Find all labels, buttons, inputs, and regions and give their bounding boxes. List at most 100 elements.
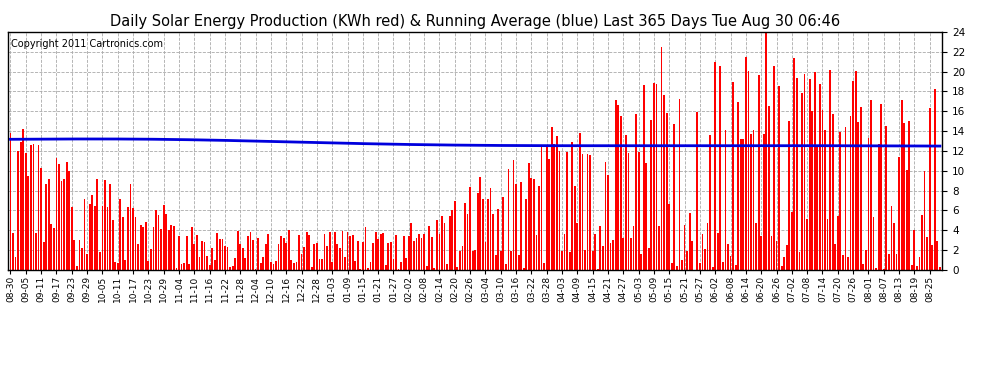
Bar: [393, 260, 394, 270]
Bar: [574, 186, 575, 270]
Bar: [768, 106, 770, 270]
Bar: [817, 146, 819, 270]
Bar: [647, 248, 649, 270]
Bar: [676, 266, 678, 270]
Bar: [643, 85, 644, 270]
Bar: [576, 224, 578, 270]
Bar: [78, 240, 80, 270]
Bar: [117, 263, 119, 270]
Bar: [929, 108, 931, 270]
Bar: [799, 252, 800, 270]
Bar: [607, 175, 609, 270]
Bar: [346, 232, 348, 270]
Bar: [500, 251, 502, 270]
Bar: [73, 240, 75, 270]
Bar: [321, 259, 323, 270]
Bar: [35, 233, 37, 270]
Bar: [638, 152, 640, 270]
Bar: [345, 256, 346, 270]
Bar: [602, 246, 604, 270]
Bar: [138, 244, 139, 270]
Bar: [579, 133, 581, 270]
Bar: [541, 146, 543, 270]
Bar: [41, 168, 42, 270]
Bar: [104, 180, 106, 270]
Bar: [725, 130, 727, 270]
Bar: [717, 234, 719, 270]
Bar: [854, 70, 856, 270]
Bar: [760, 236, 762, 270]
Bar: [794, 58, 795, 270]
Bar: [906, 170, 908, 270]
Bar: [563, 234, 565, 270]
Bar: [474, 250, 476, 270]
Bar: [308, 235, 310, 270]
Bar: [809, 78, 811, 270]
Bar: [862, 264, 864, 270]
Bar: [655, 84, 657, 270]
Bar: [477, 193, 478, 270]
Bar: [513, 160, 515, 270]
Bar: [827, 219, 829, 270]
Bar: [262, 257, 264, 270]
Bar: [814, 72, 816, 270]
Bar: [610, 243, 612, 270]
Bar: [804, 74, 806, 270]
Bar: [605, 162, 606, 270]
Bar: [439, 234, 441, 270]
Bar: [722, 262, 724, 270]
Bar: [162, 204, 164, 270]
Bar: [201, 240, 203, 270]
Bar: [293, 263, 295, 270]
Bar: [301, 254, 303, 270]
Bar: [765, 32, 767, 270]
Bar: [334, 232, 336, 270]
Bar: [53, 228, 54, 270]
Bar: [173, 226, 175, 270]
Bar: [314, 244, 315, 270]
Bar: [521, 182, 522, 270]
Bar: [329, 232, 331, 270]
Bar: [122, 217, 124, 270]
Bar: [403, 236, 405, 270]
Bar: [581, 154, 583, 270]
Bar: [99, 252, 101, 270]
Bar: [170, 225, 172, 270]
Bar: [553, 144, 555, 270]
Bar: [17, 151, 19, 270]
Bar: [382, 233, 384, 270]
Bar: [518, 255, 520, 270]
Bar: [130, 184, 132, 270]
Bar: [364, 226, 366, 270]
Bar: [135, 217, 137, 270]
Bar: [510, 251, 512, 270]
Bar: [96, 179, 98, 270]
Bar: [550, 127, 552, 270]
Bar: [120, 199, 121, 270]
Bar: [303, 247, 305, 270]
Bar: [459, 251, 460, 270]
Bar: [405, 258, 407, 270]
Bar: [770, 236, 772, 270]
Bar: [55, 158, 57, 270]
Bar: [426, 266, 428, 270]
Bar: [180, 264, 182, 270]
Bar: [556, 136, 557, 270]
Bar: [773, 66, 775, 270]
Bar: [242, 248, 244, 270]
Bar: [12, 233, 14, 270]
Bar: [650, 120, 652, 270]
Bar: [175, 268, 177, 270]
Bar: [469, 187, 471, 270]
Bar: [885, 126, 887, 270]
Bar: [681, 260, 683, 270]
Bar: [165, 214, 167, 270]
Bar: [369, 262, 371, 270]
Bar: [277, 244, 279, 270]
Bar: [484, 242, 486, 270]
Bar: [372, 243, 374, 270]
Bar: [448, 216, 450, 270]
Bar: [919, 257, 921, 270]
Bar: [852, 81, 854, 270]
Bar: [896, 254, 897, 270]
